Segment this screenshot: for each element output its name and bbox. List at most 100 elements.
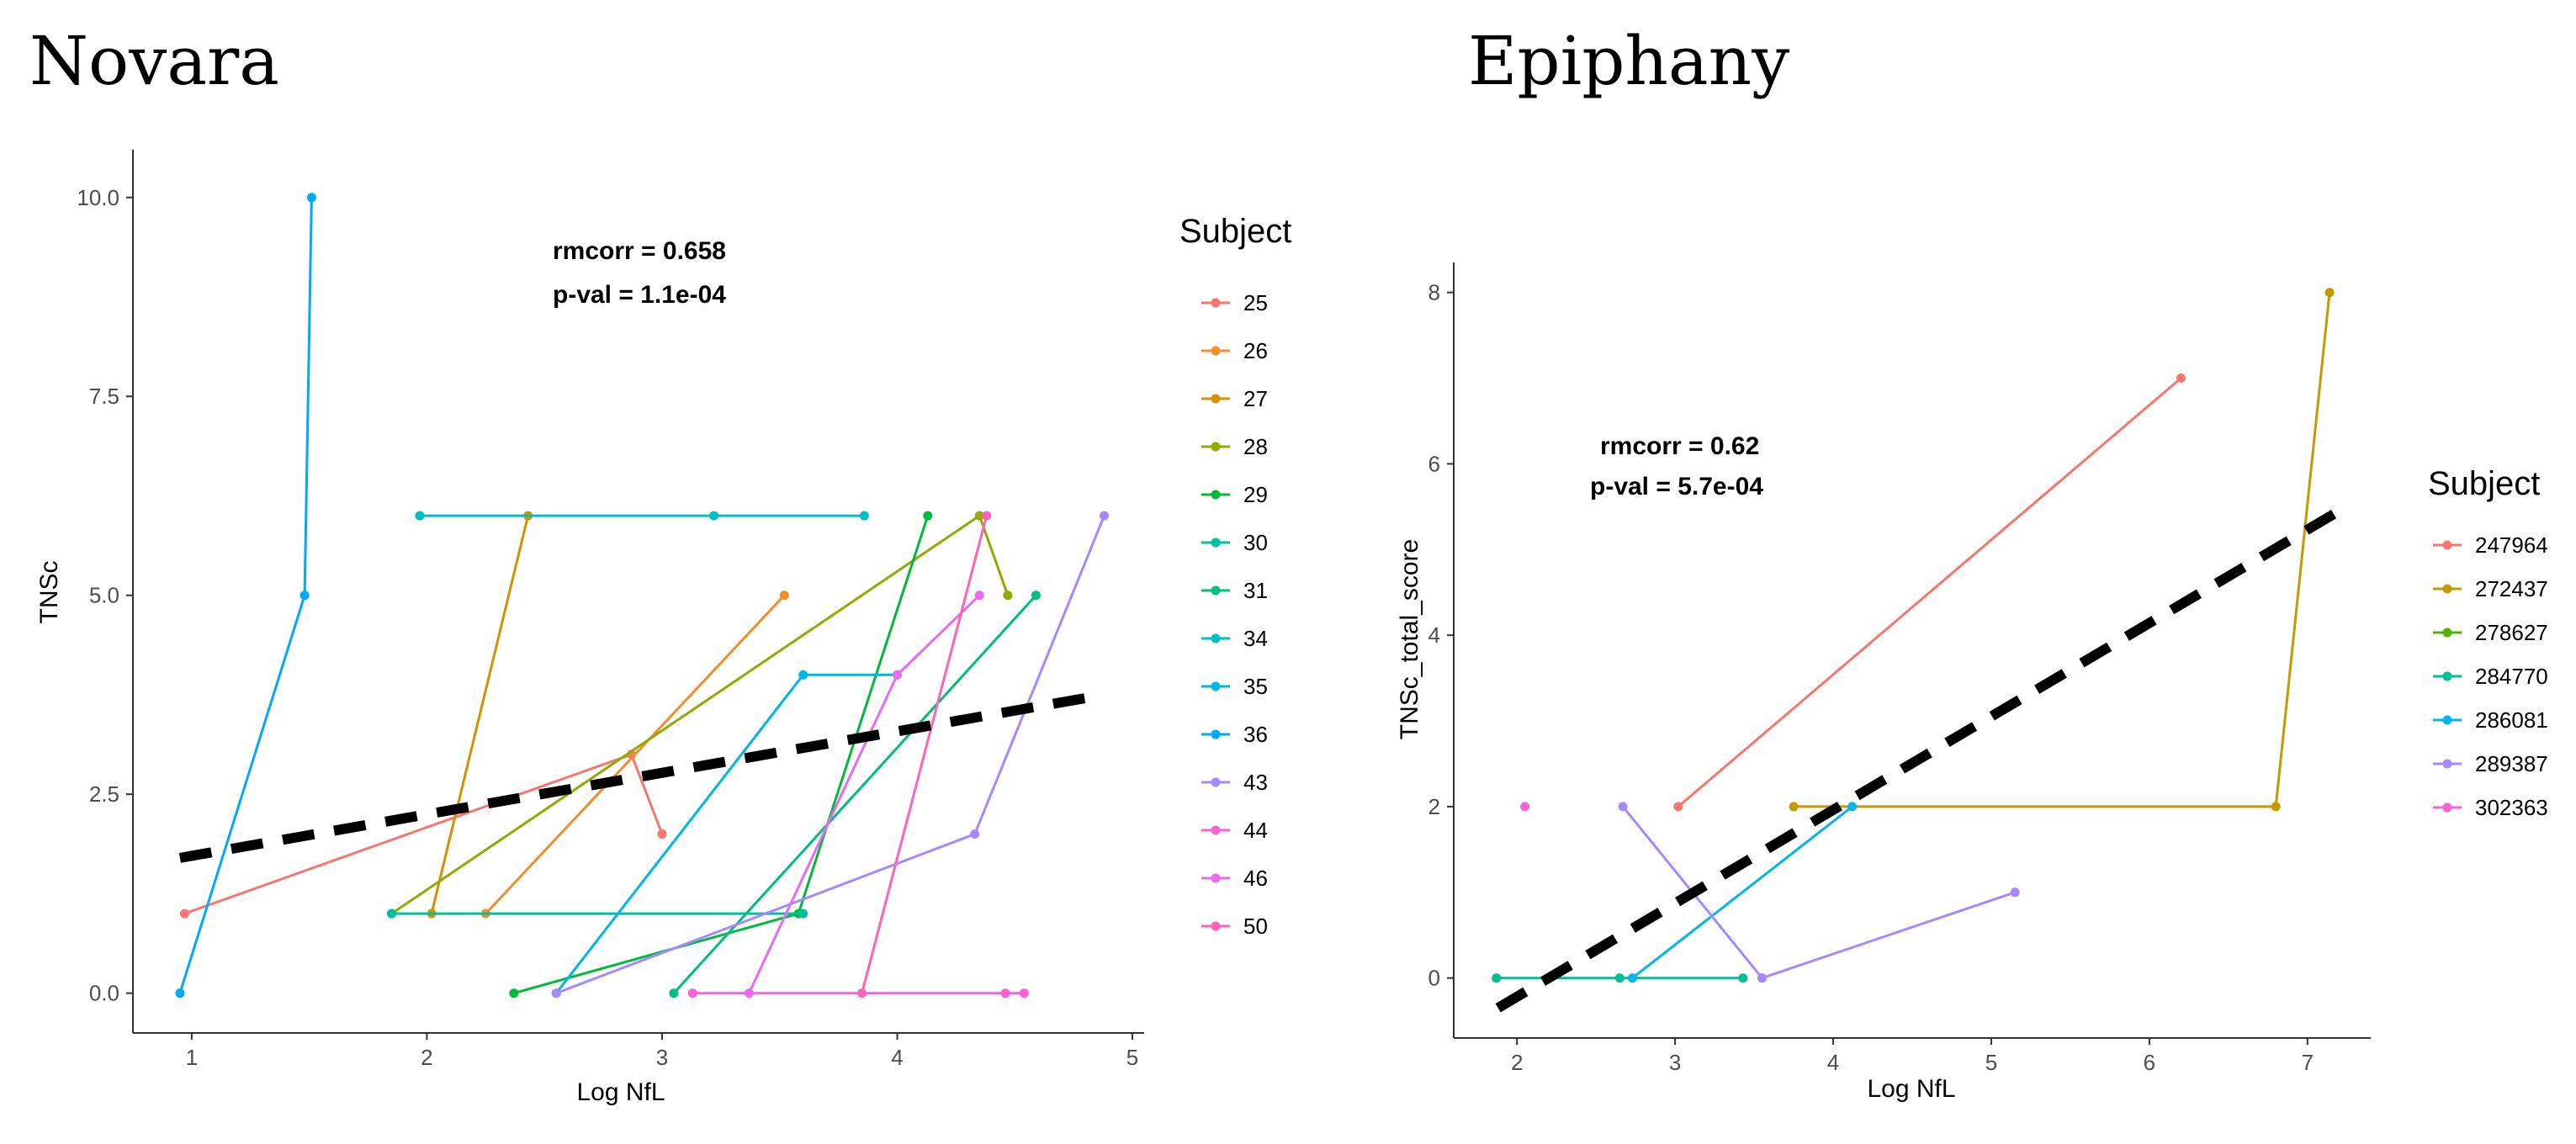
epiphany-series-line-272437 xyxy=(1794,292,2331,808)
novara-series-line-50 xyxy=(861,515,989,994)
novara-legend-label-31: 31 xyxy=(1243,578,1268,603)
novara-point-43-1 xyxy=(970,829,980,839)
novara-series-line-27 xyxy=(430,515,530,914)
epiphany-series-line-286081 xyxy=(1631,805,1853,979)
epiphany-series-284770 xyxy=(1492,973,1748,983)
epiphany-legend-label-302363: 302363 xyxy=(2475,795,2548,820)
epiphany-point-247964-0 xyxy=(1673,802,1683,812)
novara-legend-label-44: 44 xyxy=(1243,818,1268,843)
novara-point-31-0 xyxy=(669,988,679,998)
epiphany-series-line-247964 xyxy=(1677,377,2182,808)
novara-series-34 xyxy=(415,511,869,521)
novara-legend-swatch-dot xyxy=(1211,585,1221,596)
novara-legend-label-30: 30 xyxy=(1243,530,1268,555)
novara-legend-label-25: 25 xyxy=(1243,290,1268,315)
novara-point-29-0 xyxy=(509,988,519,998)
novara-x-tick-label-1: 1 xyxy=(186,1045,198,1070)
novara-legend-item-43: 43 xyxy=(1201,770,1268,795)
novara-x-tick-label-2: 2 xyxy=(421,1045,432,1070)
novara-legend-swatch-dot xyxy=(1211,490,1221,500)
novara-legend-swatch-dot xyxy=(1211,394,1221,404)
epiphany-legend-swatch-dot xyxy=(2442,584,2452,594)
epiphany-legend-swatch-dot xyxy=(2442,759,2452,769)
epiphany-legend-item-302363: 302363 xyxy=(2433,795,2548,820)
novara-legend-item-28: 28 xyxy=(1201,434,1268,459)
epiphany-title: Epiphany xyxy=(1468,22,1789,100)
epiphany-legend-item-272437: 272437 xyxy=(2433,576,2548,601)
epiphany-legend-swatch-dot xyxy=(2442,715,2452,725)
novara-ticks: 1 2 3 4 5 0.0 2.5 5.0 7.5 10.0 xyxy=(77,185,1138,1070)
novara-point-34-2 xyxy=(859,511,869,521)
epiphany-legend-label-289387: 289387 xyxy=(2475,751,2548,776)
novara-regression-line xyxy=(178,690,1105,863)
novara-legend-swatch-dot xyxy=(1211,633,1221,644)
novara-legend-swatch-dot xyxy=(1211,442,1221,452)
novara-series-line-28 xyxy=(390,513,1010,915)
epiphany-point-272437-1 xyxy=(2271,802,2281,812)
novara-y-tick-label-3: 7.5 xyxy=(89,384,119,409)
novara-series-line-26 xyxy=(485,594,786,915)
novara-legend-item-30: 30 xyxy=(1201,530,1268,555)
epiphany-x-label: Log NfL xyxy=(1867,1075,1955,1103)
epiphany-legend-swatch-dot xyxy=(2442,628,2452,638)
epiphany-point-272437-2 xyxy=(2324,288,2335,298)
epiphany-y-tick-label-3: 6 xyxy=(1428,451,1440,476)
novara-plot-area xyxy=(175,193,1109,998)
novara-point-29-2 xyxy=(923,511,933,521)
epiphany-rmcorr-annotation: rmcorr = 0.62 xyxy=(1600,432,1759,460)
novara-legend-item-50: 50 xyxy=(1201,914,1268,939)
novara-legend: 25 26 27 28 29 30 31 34 35 36 43 44 46 50 xyxy=(1201,290,1268,939)
novara-legend-label-28: 28 xyxy=(1243,434,1268,459)
novara-y-label: TNSc xyxy=(35,561,63,624)
novara-point-31-1 xyxy=(1031,591,1041,601)
epiphany-x-tick-label-7: 7 xyxy=(2302,1050,2314,1075)
epiphany-series-247964 xyxy=(1673,373,2186,812)
epiphany-series-289387 xyxy=(1618,802,2020,983)
epiphany-legend-label-247964: 247964 xyxy=(2475,532,2548,558)
novara-series-line-43 xyxy=(555,515,1105,995)
epiphany-y-label: TNSc_total_score xyxy=(1396,539,1423,739)
novara-legend-swatch-dot xyxy=(1211,729,1221,739)
epiphany-x-tick-label-4: 4 xyxy=(1827,1050,1839,1075)
novara-series-35 xyxy=(551,670,902,998)
epiphany-regression-line xyxy=(1495,506,2342,1013)
novara-legend-swatch-dot xyxy=(1211,825,1221,835)
novara-point-35-1 xyxy=(798,670,808,680)
novara-legend-label-46: 46 xyxy=(1243,866,1268,891)
novara-legend-item-31: 31 xyxy=(1201,578,1268,603)
novara-panel: Novara 1 2 3 4 50.02.55.07.510.0 Log NfL TNS… xyxy=(29,22,1291,1106)
novara-x-tick-label-3: 3 xyxy=(656,1045,668,1070)
novara-legend-title: Subject xyxy=(1179,213,1291,250)
novara-point-34-1 xyxy=(709,511,718,521)
novara-series-50 xyxy=(857,511,992,998)
epiphany-legend-item-284770: 284770 xyxy=(2433,664,2548,689)
epiphany-y-tick-label-2: 4 xyxy=(1428,622,1440,648)
novara-legend-item-26: 26 xyxy=(1201,338,1268,363)
novara-legend-label-43: 43 xyxy=(1243,770,1268,795)
novara-legend-item-34: 34 xyxy=(1201,626,1268,651)
epiphany-legend-label-278627: 278627 xyxy=(2475,620,2548,645)
novara-y-tick-label-2: 5.0 xyxy=(89,583,119,608)
novara-series-30 xyxy=(387,908,808,919)
novara-series-line-36 xyxy=(178,197,313,994)
epiphany-series-302363 xyxy=(1520,802,1530,812)
novara-legend-label-36: 36 xyxy=(1243,722,1268,747)
epiphany-point-302363-0 xyxy=(1520,802,1530,812)
novara-point-28-1 xyxy=(974,511,984,521)
novara-series-36 xyxy=(175,193,316,998)
novara-legend-label-35: 35 xyxy=(1243,674,1268,699)
epiphany-point-247964-1 xyxy=(2176,373,2186,383)
novara-series-line-29 xyxy=(513,515,930,995)
novara-legend-label-50: 50 xyxy=(1243,914,1268,939)
novara-legend-label-29: 29 xyxy=(1243,482,1268,507)
novara-point-50-1 xyxy=(982,511,992,521)
novara-point-50-0 xyxy=(857,988,867,998)
epiphany-x-tick-label-2: 2 xyxy=(1511,1050,1523,1075)
epiphany-y-tick-label-4: 8 xyxy=(1428,280,1440,305)
novara-point-30-1 xyxy=(798,908,808,919)
novara-series-27 xyxy=(427,511,533,919)
novara-point-26-1 xyxy=(779,591,789,601)
novara-legend-swatch-dot xyxy=(1211,681,1221,691)
epiphany-point-284770-0 xyxy=(1492,973,1502,983)
epiphany-point-284770-2 xyxy=(1738,973,1748,983)
